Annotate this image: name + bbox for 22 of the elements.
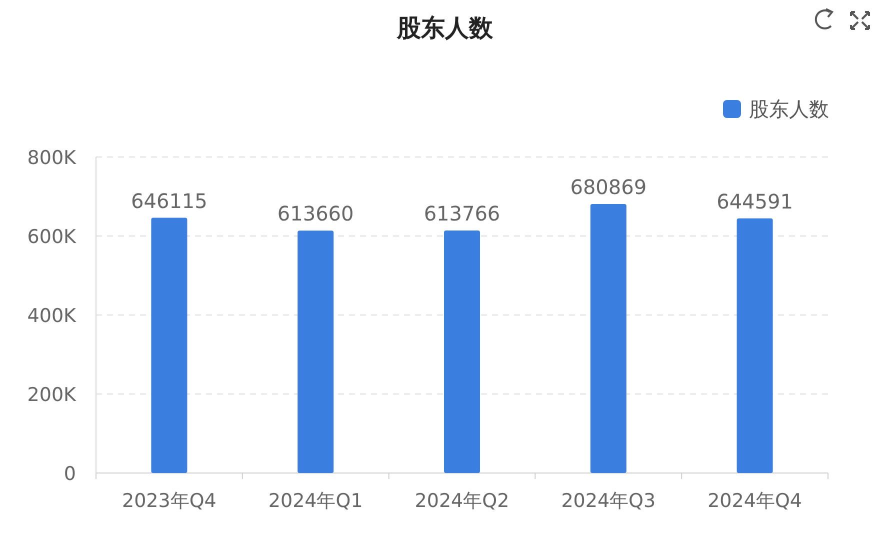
y-tick-label: 600K <box>27 226 77 248</box>
data-label: 680869 <box>570 175 647 200</box>
data-label: 613660 <box>277 202 354 226</box>
bar <box>736 218 773 473</box>
chart-title: 股东人数 <box>396 14 494 42</box>
y-tick-label: 400K <box>27 305 77 327</box>
bar <box>151 218 188 473</box>
x-tick-label: 2024年Q4 <box>708 490 802 512</box>
y-tick-label: 800K <box>27 147 77 169</box>
legend-label: 股东人数 <box>749 97 829 121</box>
y-tick-label: 0 <box>64 463 76 485</box>
x-tick-label: 2024年Q1 <box>268 490 363 512</box>
x-tick-label: 2023年Q4 <box>122 490 216 512</box>
x-tick-label: 2024年Q2 <box>414 490 510 512</box>
data-label: 646115 <box>131 188 208 213</box>
bar <box>298 230 334 473</box>
y-tick-label: 200K <box>27 384 77 406</box>
data-label: 644591 <box>716 189 793 214</box>
bar <box>444 230 480 473</box>
data-label: 613766 <box>424 202 500 226</box>
bar <box>590 204 626 473</box>
x-tick-label: 2024年Q3 <box>561 490 656 512</box>
